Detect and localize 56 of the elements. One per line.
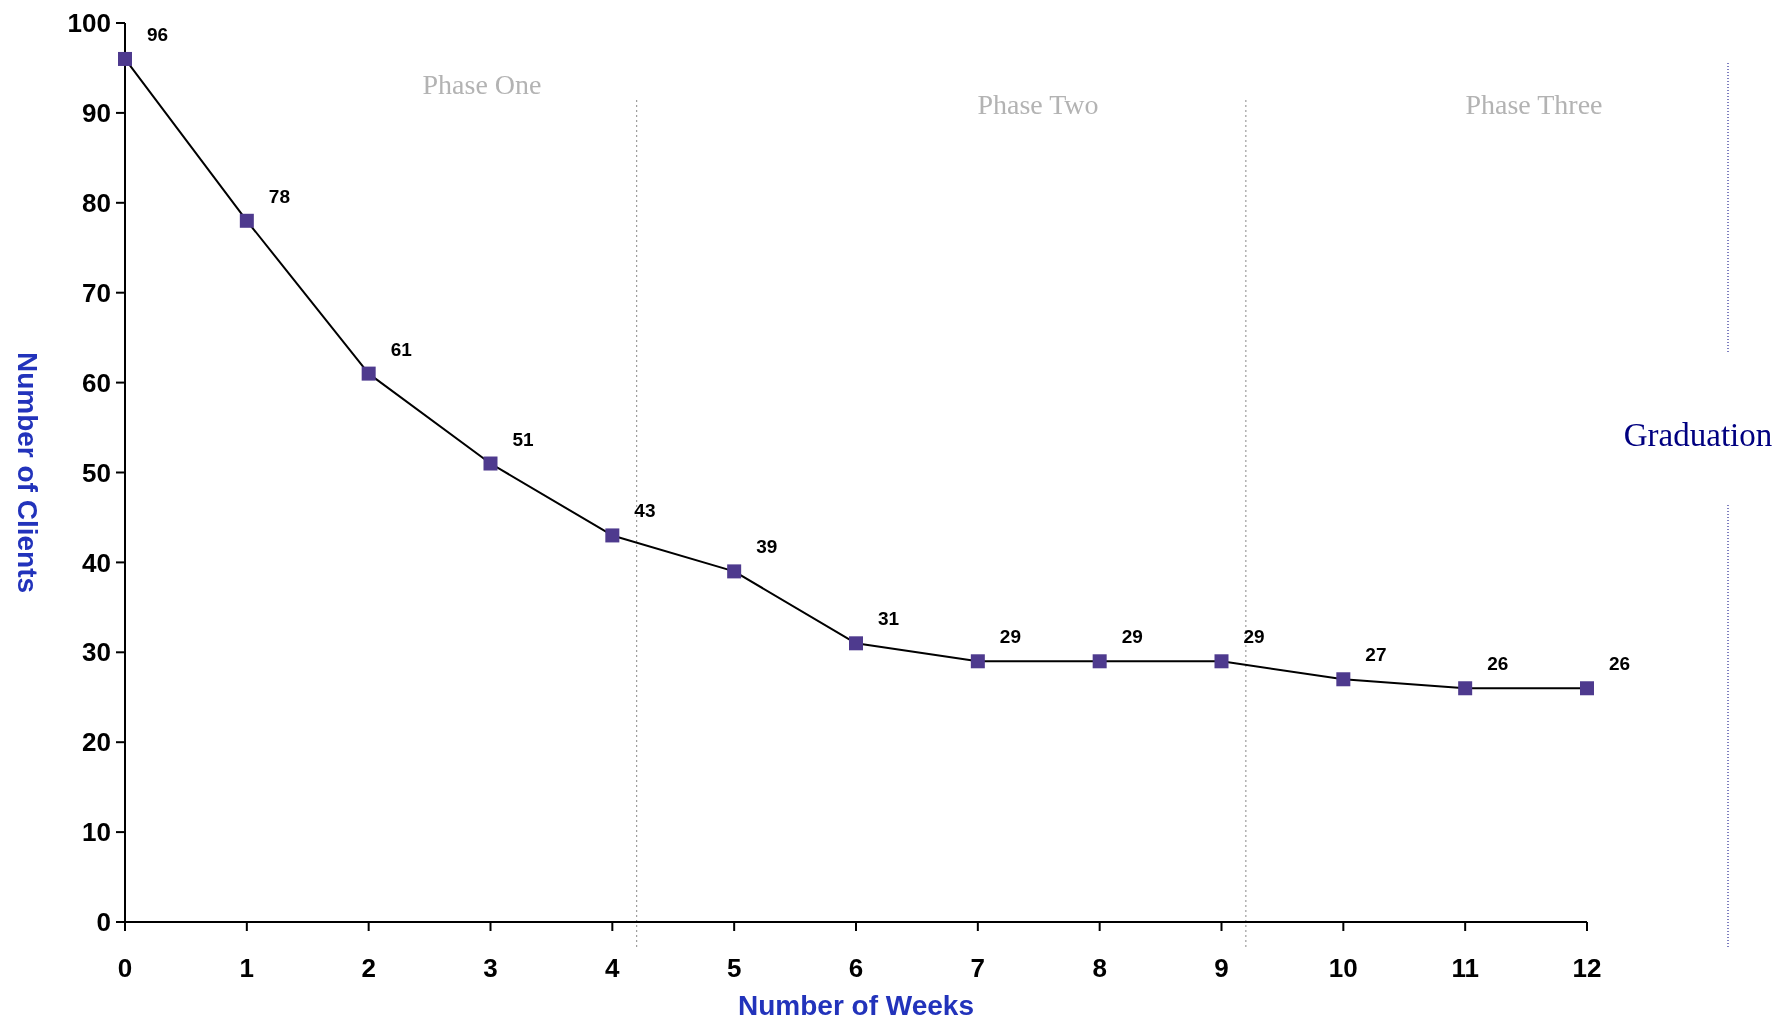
x-tick-label: 0 xyxy=(117,953,133,983)
x-tick-label: 4 xyxy=(605,953,621,983)
point xyxy=(239,213,254,228)
x-tick-label: 7 xyxy=(970,953,986,983)
x-tick-label: 5 xyxy=(726,953,742,983)
x-axis-title: Number of Weeks xyxy=(738,990,974,1021)
point xyxy=(727,564,742,579)
point xyxy=(1092,654,1107,669)
data-label: 39 xyxy=(756,536,778,558)
point xyxy=(605,528,620,543)
point xyxy=(483,456,498,471)
data-label: 26 xyxy=(1487,653,1509,675)
y-tick-label: 60 xyxy=(82,367,111,398)
x-tick-label: 2 xyxy=(361,953,376,983)
point xyxy=(118,51,132,66)
x-tick-label: 9 xyxy=(1214,953,1229,983)
y-tick-label: 40 xyxy=(82,547,111,578)
text: Graduation xyxy=(1623,417,1773,453)
x-tick-label: 12 xyxy=(1572,953,1602,983)
x-tick-label: 10 xyxy=(1328,953,1358,983)
data-label: 78 xyxy=(268,185,290,207)
data-label: 31 xyxy=(878,608,900,630)
y-tick-label: 90 xyxy=(82,98,111,128)
x-tick-label: 8 xyxy=(1092,953,1107,983)
data-label: 61 xyxy=(390,338,413,360)
y-tick-label: 0 xyxy=(96,907,111,938)
point xyxy=(361,366,376,381)
data-label: 27 xyxy=(1365,644,1387,666)
point xyxy=(1458,681,1473,696)
data-label: 26 xyxy=(1609,653,1631,675)
x-tick-label: 1 xyxy=(239,953,255,983)
annotation: Phase Two xyxy=(977,89,1099,120)
point xyxy=(1336,672,1351,687)
point xyxy=(1214,654,1229,669)
data-label: 96 xyxy=(147,23,169,45)
y-tick-label: 30 xyxy=(82,637,111,668)
annotation: Phase One xyxy=(422,69,542,100)
data-label: 43 xyxy=(634,500,656,522)
y-tick-label: 80 xyxy=(82,187,111,218)
data-label: 29 xyxy=(1121,626,1143,648)
point xyxy=(1580,681,1594,696)
y-tick-label: 70 xyxy=(82,277,111,308)
data-label: 29 xyxy=(999,626,1021,648)
y-tick-label: 100 xyxy=(67,8,111,39)
x-tick-label: 6 xyxy=(848,953,864,983)
y-axis-title: Number of Clients xyxy=(12,351,43,594)
y-tick-label: 50 xyxy=(82,457,111,488)
annotation: Phase Three xyxy=(1465,89,1603,120)
point xyxy=(970,654,985,669)
x-tick-label: 11 xyxy=(1451,953,1479,983)
data-label: 51 xyxy=(512,428,535,450)
y-tick-label: 10 xyxy=(82,817,111,848)
data-label: 29 xyxy=(1243,626,1265,648)
x-tick-label: 3 xyxy=(483,953,498,983)
y-tick-label: 20 xyxy=(82,727,111,758)
point xyxy=(849,636,863,651)
